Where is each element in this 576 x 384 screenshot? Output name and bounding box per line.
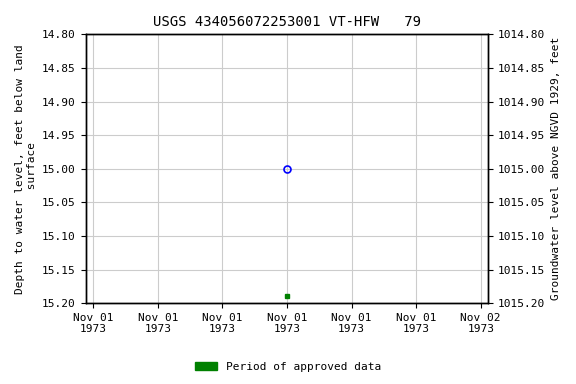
Y-axis label: Depth to water level, feet below land
 surface: Depth to water level, feet below land su… <box>15 44 37 294</box>
Title: USGS 434056072253001 VT-HFW   79: USGS 434056072253001 VT-HFW 79 <box>153 15 421 29</box>
Legend: Period of approved data: Period of approved data <box>191 358 385 377</box>
Y-axis label: Groundwater level above NGVD 1929, feet: Groundwater level above NGVD 1929, feet <box>551 37 561 300</box>
